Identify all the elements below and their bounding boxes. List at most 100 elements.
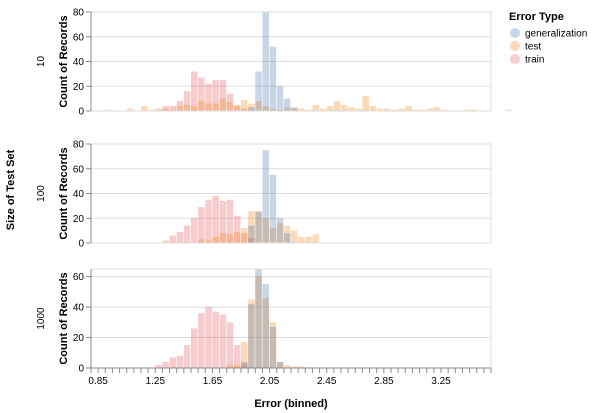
bar-train xyxy=(198,207,205,243)
legend-swatch xyxy=(510,41,520,51)
bar-train xyxy=(183,345,191,368)
y-tick-label: 60 xyxy=(73,32,85,43)
bar-test xyxy=(312,234,319,243)
bar-train xyxy=(176,355,184,368)
bar-test xyxy=(362,96,369,111)
bar-train xyxy=(176,231,184,243)
bar-test xyxy=(505,109,512,111)
bar-test xyxy=(255,210,262,243)
bar-test xyxy=(276,109,284,111)
bar-train xyxy=(162,361,169,368)
bar-test xyxy=(198,101,205,111)
bar-test xyxy=(283,107,291,111)
bar-train xyxy=(248,238,255,243)
y-axis-title: Count of Records xyxy=(58,15,70,107)
bar-generalization xyxy=(241,363,248,368)
legend-label: generalization xyxy=(525,29,587,40)
series-test xyxy=(198,210,319,244)
bar-test xyxy=(326,106,334,111)
bar-test xyxy=(176,106,184,111)
series-train xyxy=(155,307,248,368)
bar-test xyxy=(126,108,134,111)
bar-generalization xyxy=(262,150,269,243)
bar-test xyxy=(298,366,305,368)
bar-test xyxy=(219,98,227,112)
bar-test xyxy=(262,297,269,368)
bar-generalization xyxy=(248,304,255,368)
bar-test xyxy=(319,108,327,111)
bar-test xyxy=(305,236,312,243)
bar-test xyxy=(291,108,298,111)
bar-test xyxy=(269,322,277,368)
bar-test xyxy=(219,233,227,243)
y-tick-label: 0 xyxy=(78,107,84,118)
bar-test xyxy=(212,103,219,111)
bar-train xyxy=(212,80,219,111)
bar-generalization xyxy=(276,218,284,243)
bar-generalization xyxy=(283,98,291,112)
series-generalization xyxy=(241,269,284,368)
series-train xyxy=(162,195,255,243)
bar-test xyxy=(233,364,241,368)
bar-generalization xyxy=(291,107,298,111)
bar-test xyxy=(241,342,248,368)
bar-train xyxy=(226,93,234,111)
bar-test xyxy=(419,109,427,111)
bar-train xyxy=(233,345,241,368)
bar-generalization xyxy=(248,225,255,243)
bar-test xyxy=(355,108,362,111)
x-tick-label: 0.85 xyxy=(88,376,108,387)
bar-test xyxy=(291,230,298,244)
bar-test xyxy=(248,210,255,243)
bar-test xyxy=(298,108,305,111)
bar-test xyxy=(269,108,277,111)
y-tick-label: 0 xyxy=(78,364,84,375)
bar-train xyxy=(233,106,241,111)
y-tick-label: 60 xyxy=(73,164,85,175)
bar-train xyxy=(176,101,184,111)
bar-test xyxy=(162,108,169,111)
bar-test xyxy=(376,108,384,111)
y-tick-label: 60 xyxy=(73,272,85,283)
bar-test xyxy=(283,364,291,368)
y-tick-label: 20 xyxy=(73,82,85,93)
bar-generalization xyxy=(255,212,262,243)
legend-swatch xyxy=(510,54,520,64)
bar-test xyxy=(312,104,319,111)
bar-train xyxy=(191,71,198,111)
bar-test xyxy=(276,361,284,368)
bar-train xyxy=(205,83,212,111)
legend-item-train: train xyxy=(510,54,544,66)
bar-train xyxy=(183,225,191,243)
y-tick-label: 80 xyxy=(73,140,85,151)
bar-train xyxy=(226,199,234,243)
bar-test xyxy=(226,364,234,368)
bar-generalization xyxy=(269,326,277,368)
bar-train xyxy=(212,195,219,243)
bar-test xyxy=(226,102,234,111)
legend-label: test xyxy=(525,42,541,53)
bar-test xyxy=(191,106,198,111)
y-tick-label: 40 xyxy=(73,189,85,200)
bar-test xyxy=(148,109,155,111)
bar-test xyxy=(233,104,241,111)
bar-generalization xyxy=(248,107,255,111)
bar-train xyxy=(241,361,248,368)
legend-item-generalization: generalization xyxy=(510,28,587,40)
facet-label: 1000 xyxy=(36,307,47,330)
bar-train xyxy=(205,307,212,368)
y-tick-label: 20 xyxy=(73,333,85,344)
bar-train xyxy=(162,240,169,243)
bar-generalization xyxy=(269,174,277,243)
bar-test xyxy=(305,109,312,111)
bar-test xyxy=(141,106,148,111)
bar-test xyxy=(269,228,277,243)
bar-test xyxy=(241,99,248,111)
bar-train xyxy=(212,311,219,368)
bar-test xyxy=(341,104,348,111)
bar-test xyxy=(283,225,291,243)
bar-test xyxy=(205,240,212,243)
